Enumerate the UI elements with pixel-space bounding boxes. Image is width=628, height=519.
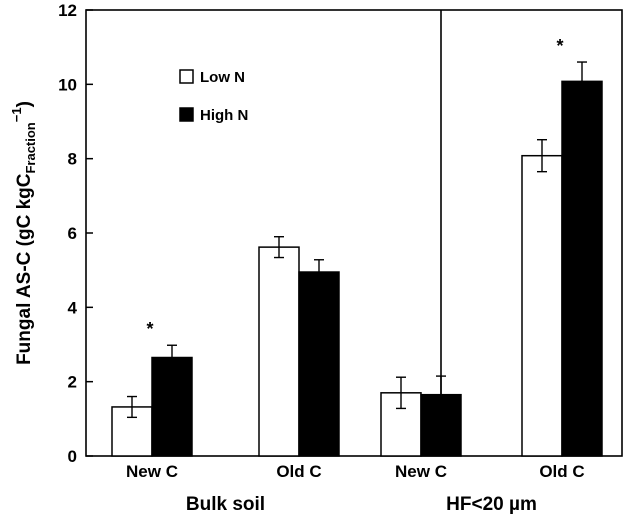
y-tick-label: 8: [68, 150, 77, 169]
bar-high-n: [151, 356, 193, 457]
bar-low-n: [258, 246, 300, 457]
y-axis-label: Fungal AS-C (gC kgCFraction−1): [9, 101, 38, 365]
y-tick-label: 0: [68, 447, 77, 466]
y-axis-label-superscript: −1: [9, 107, 24, 122]
significance-marker: *: [556, 36, 563, 56]
group-label: HF<20 µm: [446, 494, 537, 515]
category-label: Old C: [539, 462, 584, 481]
legend-label-low-n: Low N: [200, 69, 245, 86]
legend-swatch-low-n: [179, 69, 194, 84]
bar-high-n: [561, 80, 603, 457]
legend-swatch-high-n: [179, 107, 194, 122]
bar-high-n: [298, 271, 340, 457]
significance-marker: *: [146, 319, 153, 339]
y-tick-label: 2: [68, 373, 77, 392]
category-label: New C: [395, 462, 447, 481]
bar-high-n: [420, 393, 462, 457]
group-labels: Bulk soil HF<20 µm: [186, 494, 537, 515]
category-labels: New C Old C New C Old C: [126, 462, 585, 481]
y-axis-ticks: 0 2 4 6 8 10 12: [58, 1, 93, 466]
y-tick-label: 12: [58, 1, 77, 20]
category-label: New C: [126, 462, 178, 481]
y-tick-label: 6: [68, 224, 77, 243]
y-axis-label-main: Fungal AS-C (gC kgC: [14, 173, 35, 365]
legend: Low N High N: [179, 69, 248, 124]
legend-label-high-n: High N: [200, 107, 248, 124]
bars: **: [111, 36, 603, 457]
y-axis-label-subscript: Fraction: [23, 122, 38, 173]
group-label: Bulk soil: [186, 494, 265, 515]
y-tick-label: 10: [58, 75, 77, 94]
y-axis-label-close: ): [14, 101, 35, 107]
bar-low-n: [521, 154, 563, 457]
y-tick-label: 4: [68, 298, 78, 317]
category-label: Old C: [276, 462, 321, 481]
